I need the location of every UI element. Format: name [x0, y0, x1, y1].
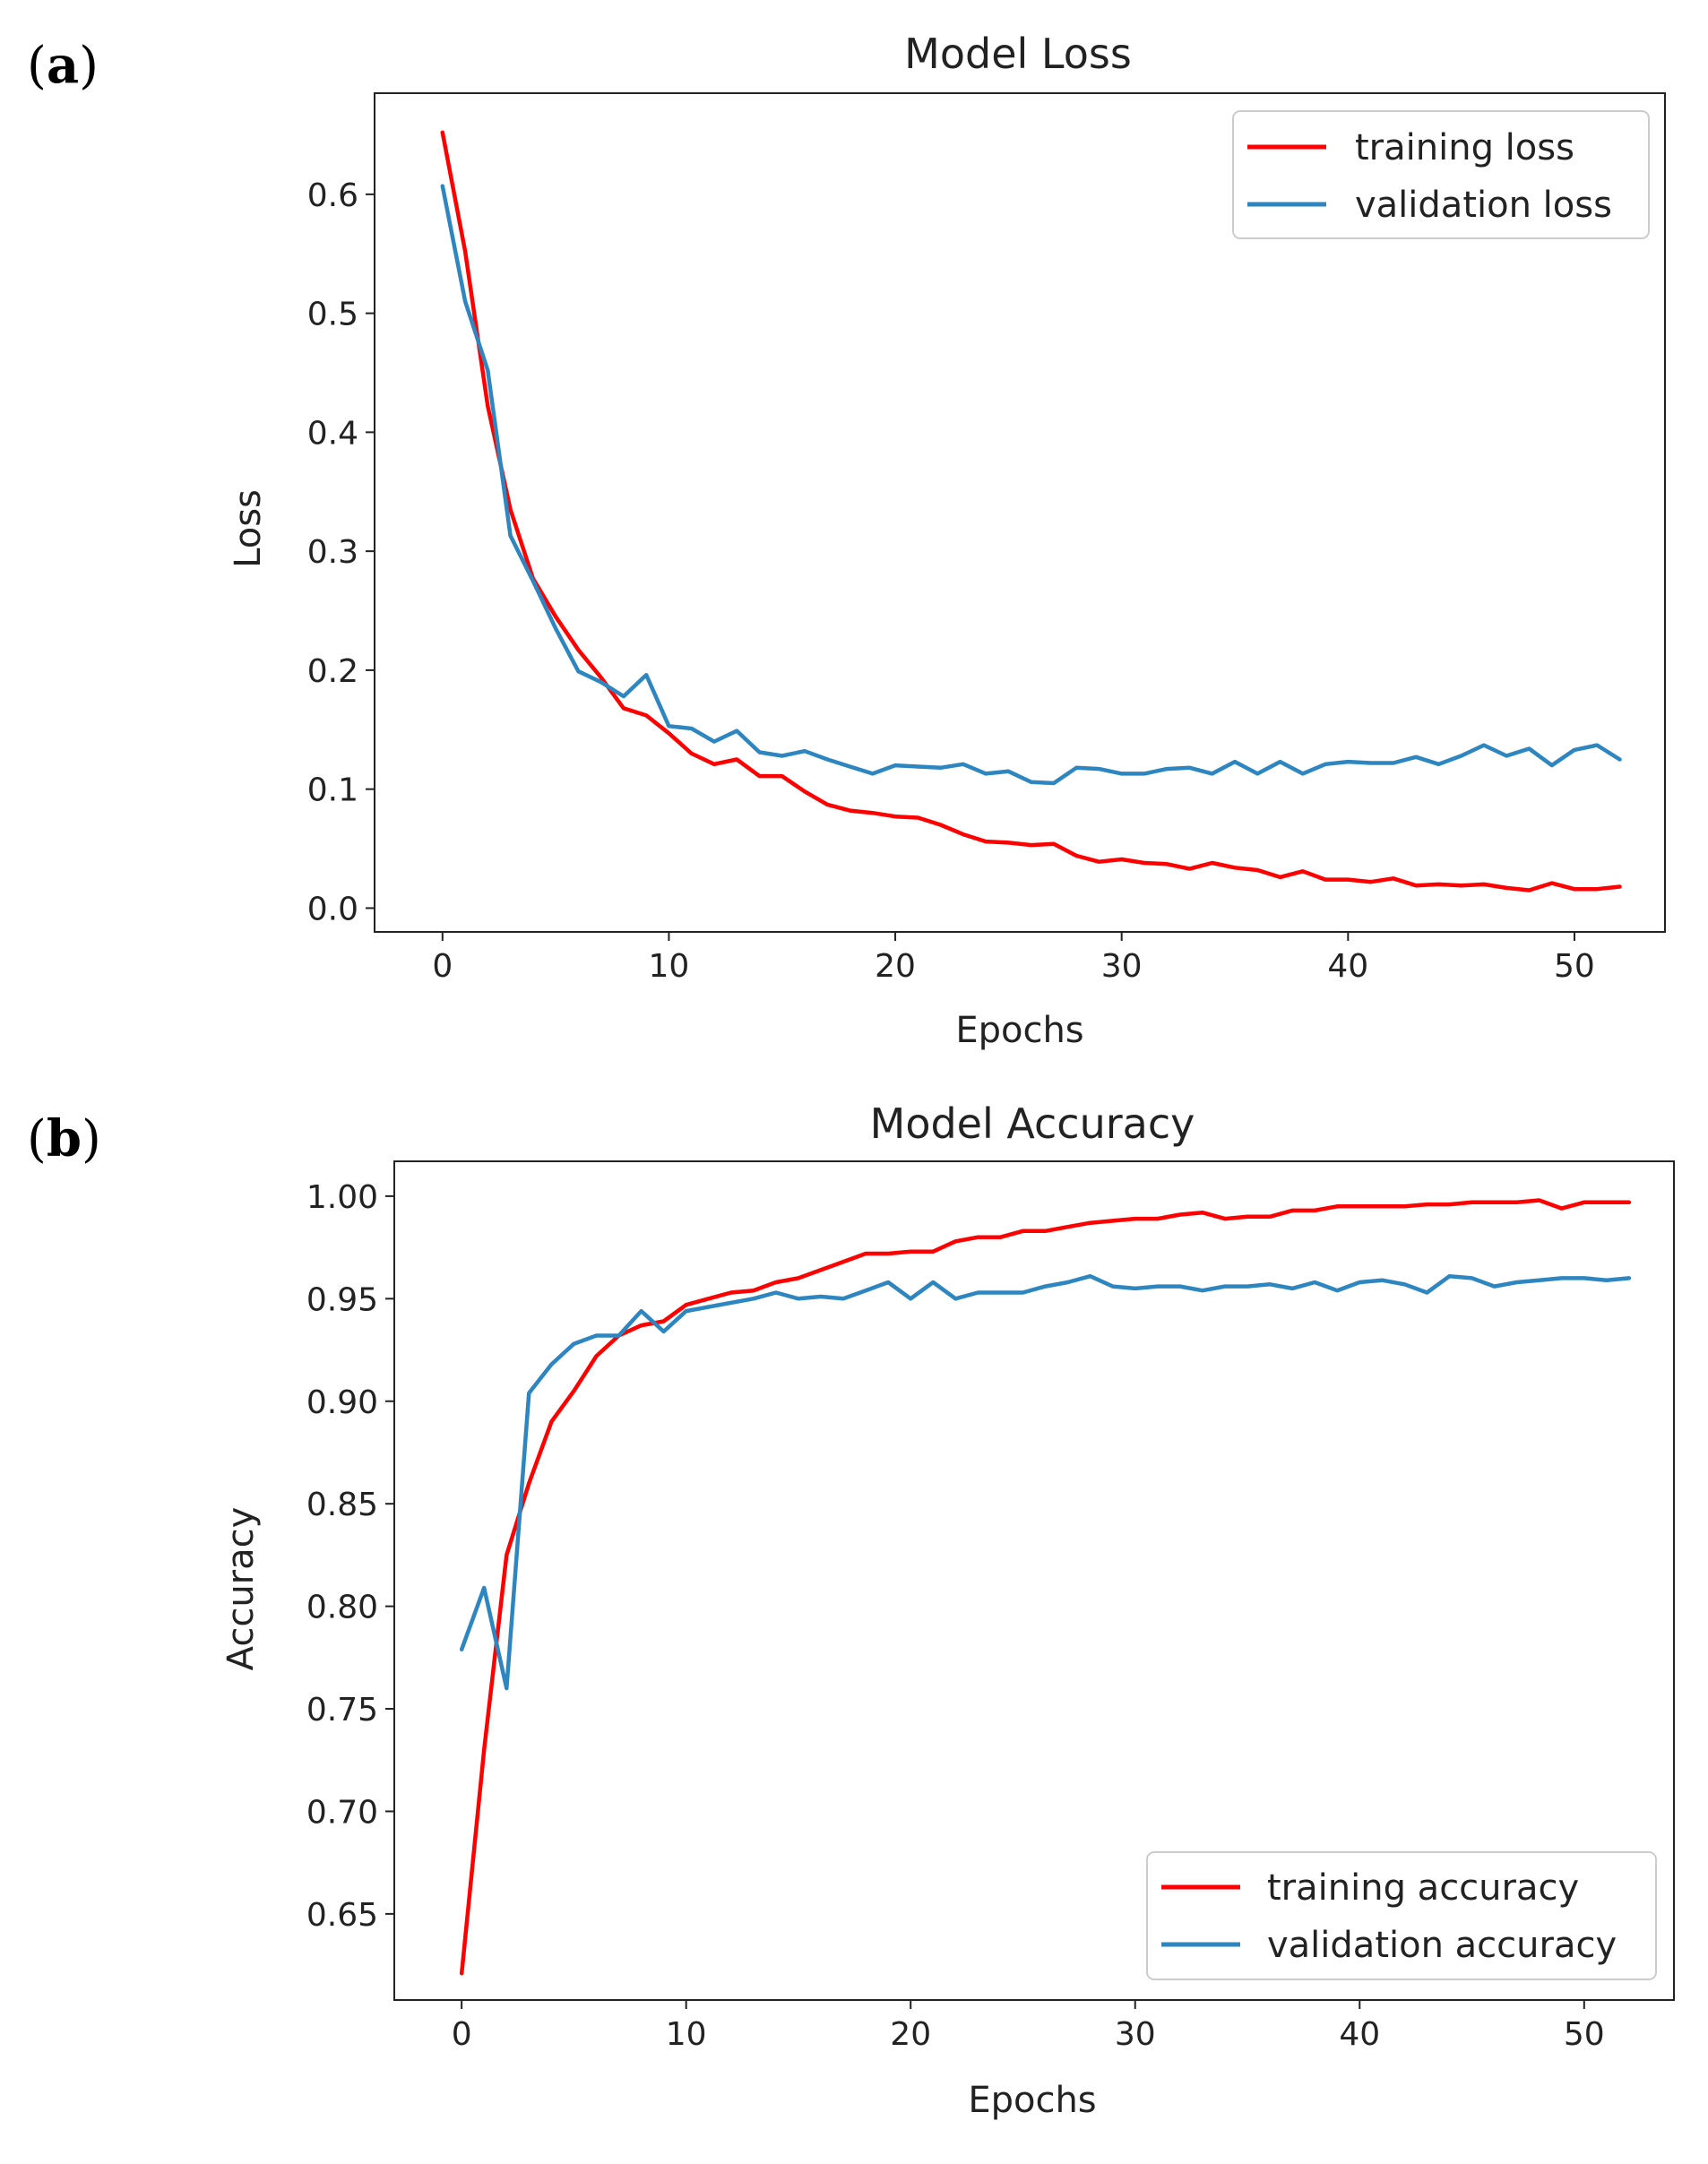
chart-b-axes: 0 10 20 30 40 50 0.65 0.70 0.75 0.80 0.85 0.90 0.95 1…	[306, 1179, 1605, 2053]
series-line-validation-loss	[440, 184, 1622, 786]
y-tick-label-b: 0.70	[306, 1794, 378, 1831]
x-tick-label-b: 0	[452, 2016, 472, 2053]
y-tick-label-a: 0.1	[307, 772, 358, 809]
x-tick-label-b: 50	[1564, 2016, 1605, 2053]
series-line-validation-accuracy	[459, 1273, 1632, 1691]
x-tick-label-a: 30	[1101, 948, 1143, 985]
x-tick-label-a: 0	[432, 948, 453, 985]
legend-b: training accuracy validation accuracy	[1146, 1851, 1657, 1980]
legend-label-validation-loss: validation loss	[1355, 185, 1612, 226]
panel-b: (b) Model Accuracy 0 10 20 30 40 50 0.65 0.70 0.…	[27, 1099, 1675, 2121]
y-axis-label-b: Accuracy	[220, 1507, 262, 1671]
chart-b-frame	[393, 1160, 1675, 2001]
x-tick-label-a: 40	[1327, 948, 1368, 985]
y-tick-label-b: 0.65	[306, 1897, 378, 1934]
y-tick-label-a: 0.5	[307, 297, 358, 333]
y-tick-label-b: 1.00	[306, 1179, 378, 1216]
y-tick-label-b: 0.85	[306, 1487, 378, 1523]
chart-a-frame	[374, 92, 1666, 933]
chart-b-series	[459, 1198, 1632, 1976]
chart-a-series	[440, 130, 1622, 892]
legend-a: training loss validation loss	[1232, 110, 1650, 239]
y-tick-label-a: 0.3	[307, 534, 358, 571]
legend-label-training-loss: training loss	[1355, 127, 1574, 168]
x-tick-label-a: 50	[1554, 948, 1595, 985]
y-tick-label-b: 0.80	[306, 1590, 378, 1626]
x-tick-label-b: 10	[666, 2016, 707, 2053]
legend-box-a	[1232, 110, 1650, 239]
x-tick-label-a: 20	[875, 948, 916, 985]
y-tick-label-a: 0.2	[307, 653, 358, 690]
y-tick-label-a: 0.0	[307, 891, 358, 927]
panel-label-b: (b)	[27, 1109, 101, 1168]
legend-box-b	[1146, 1851, 1657, 1980]
y-tick-label-b: 0.75	[306, 1692, 378, 1729]
y-tick-label-a: 0.6	[307, 177, 358, 214]
y-tick-label-b: 0.90	[306, 1384, 378, 1421]
legend-label-training-accuracy: training accuracy	[1267, 1867, 1579, 1909]
x-axis-label-b: Epochs	[968, 2080, 1096, 2121]
x-tick-label-b: 20	[890, 2016, 931, 2053]
x-tick-label-b: 30	[1115, 2016, 1156, 2053]
chart-title-b: Model Accuracy	[870, 1099, 1195, 1148]
y-tick-label-b: 0.95	[306, 1281, 378, 1318]
y-tick-label-a: 0.4	[307, 415, 358, 452]
chart-title-a: Model Loss	[904, 30, 1132, 78]
x-tick-label-a: 10	[649, 948, 690, 985]
panel-a: (a) Model Loss 0 10 20 30 40 50 0.0 0.1 0.2 0.3 0.…	[27, 30, 1666, 1051]
x-tick-label-b: 40	[1339, 2016, 1380, 2053]
y-axis-label-a: Loss	[228, 489, 269, 568]
series-line-training-loss	[440, 130, 1622, 892]
chart-a-axes: 0 10 20 30 40 50 0.0 0.1 0.2 0.3 0.4 0.5 0.6	[307, 177, 1595, 985]
legend-label-validation-accuracy: validation accuracy	[1267, 1925, 1617, 1966]
panel-label-a: (a)	[27, 36, 99, 95]
x-axis-label-a: Epochs	[955, 1010, 1083, 1051]
